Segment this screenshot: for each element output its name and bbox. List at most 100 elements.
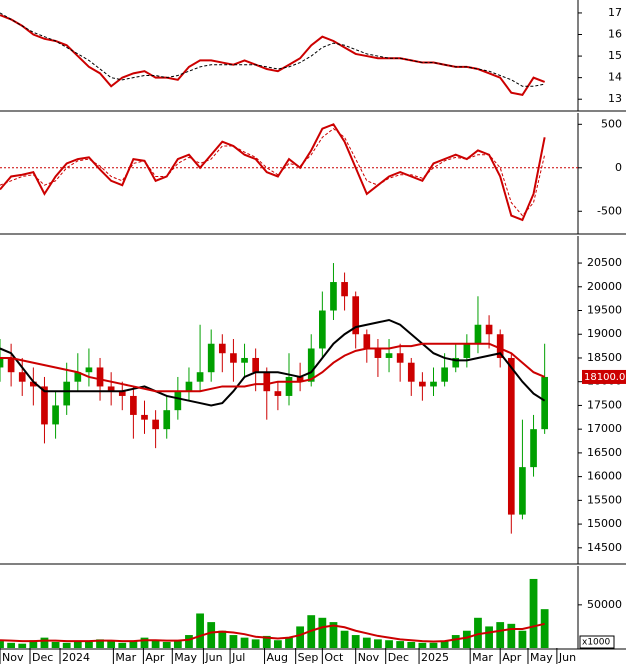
candle-body: [74, 372, 82, 382]
candle-body: [330, 282, 337, 311]
candle-body: [174, 391, 182, 411]
volume-bar: [462, 630, 471, 648]
volume-bar: [129, 641, 138, 648]
volume-bar: [151, 640, 160, 648]
x-tick-label: Dec: [388, 651, 409, 664]
volume-bar: [196, 613, 204, 648]
candle-body: [63, 381, 71, 406]
volume-bar: [118, 642, 127, 648]
candle-body: [0, 357, 4, 368]
candle-body: [241, 357, 248, 363]
candle-body: [30, 381, 37, 387]
candle-body: [341, 282, 348, 297]
x-tick-label: Mar: [472, 651, 493, 664]
volume-bar: [7, 642, 16, 648]
x-tick-label: Jun: [558, 651, 576, 664]
x-tick-label: Jul: [231, 651, 245, 664]
price-tag: [582, 369, 626, 384]
candle-body: [218, 343, 226, 354]
volume-bar: [229, 635, 238, 648]
indicator-line: [0, 342, 546, 393]
y-tick-label: 16000: [587, 470, 622, 483]
volume-bar: [0, 641, 4, 648]
volume-bar: [340, 630, 349, 648]
volume-bar: [62, 642, 71, 648]
volume-bar: [273, 640, 282, 648]
volume-bar: [107, 640, 116, 648]
volume-bar: [173, 641, 182, 648]
y-tick-label: 16500: [587, 446, 622, 459]
y-tick-label: 14500: [587, 541, 622, 554]
y-tick-label: -500: [597, 204, 622, 217]
candle-body: [252, 357, 259, 373]
volume-bar: [29, 640, 38, 648]
candle-body: [107, 386, 115, 392]
x-tick-label: Apr: [502, 651, 522, 664]
candle-body: [452, 357, 460, 368]
volume-bar: [51, 641, 60, 648]
candle-body: [430, 381, 437, 387]
x-tick-label: Aug: [267, 651, 288, 664]
indicator-line: [0, 318, 546, 407]
indicator-line: [0, 128, 546, 217]
volume-bar: [251, 639, 260, 648]
volume-bar: [329, 622, 338, 648]
candle-body: [407, 362, 415, 382]
y-tick-label: 20500: [587, 256, 622, 269]
volume-bar: [540, 609, 549, 648]
y-tick-label: 17500: [587, 398, 622, 411]
candle-body: [385, 353, 393, 358]
candle-body: [307, 348, 315, 382]
volume-bar: [207, 622, 216, 648]
volume-bar: [96, 639, 104, 648]
volume-bar: [40, 637, 49, 648]
candle-body: [319, 310, 326, 349]
candle-body: [152, 419, 159, 430]
candle-body: [141, 414, 148, 420]
y-tick-label: 17000: [587, 422, 622, 435]
y-tick-label: 19000: [587, 327, 622, 340]
price-tag-label: 18100.00: [584, 372, 626, 383]
y-tick-label: 500: [601, 117, 622, 130]
volume-bar: [396, 641, 405, 648]
candle-body: [41, 386, 48, 425]
volume-bar: [485, 626, 493, 648]
candle-body: [296, 376, 304, 382]
x-tick-label: Jun: [204, 651, 222, 664]
volume-bar: [418, 642, 427, 648]
volume-bar: [362, 637, 371, 648]
candle-body: [196, 372, 204, 382]
volume-bar: [162, 641, 171, 648]
volume-bar: [318, 617, 327, 648]
y-tick-label: 15: [608, 49, 622, 62]
y-tick-label: 15000: [587, 517, 622, 530]
volume-bar: [407, 641, 416, 648]
candle-body: [519, 467, 526, 515]
candle-body: [496, 334, 504, 358]
candle-body: [130, 395, 137, 415]
volume-bar: [529, 578, 538, 648]
candle-body: [419, 381, 426, 387]
candle-body: [18, 372, 26, 382]
unit-box: [579, 635, 615, 649]
candle-body: [263, 372, 271, 392]
volume-bar: [474, 617, 482, 648]
candle-body: [185, 381, 193, 392]
volume-bar: [296, 626, 305, 648]
candle-body: [85, 367, 93, 373]
volume-bar: [262, 635, 271, 648]
candle-body: [485, 324, 493, 335]
x-tick-label: Dec: [32, 651, 53, 664]
y-tick-label: 16: [608, 28, 622, 41]
x-tick-label: Oct: [324, 651, 344, 664]
volume-bar: [218, 630, 227, 648]
volume-bar: [440, 641, 449, 648]
x-tick-label: Nov: [2, 651, 24, 664]
candle-body: [541, 376, 548, 430]
y-tick-label: 0: [615, 161, 622, 174]
volume-bar: [496, 622, 505, 648]
y-tick-label: 13: [608, 92, 622, 105]
x-tick-label: Mar: [115, 651, 136, 664]
volume-bar: [185, 635, 193, 648]
